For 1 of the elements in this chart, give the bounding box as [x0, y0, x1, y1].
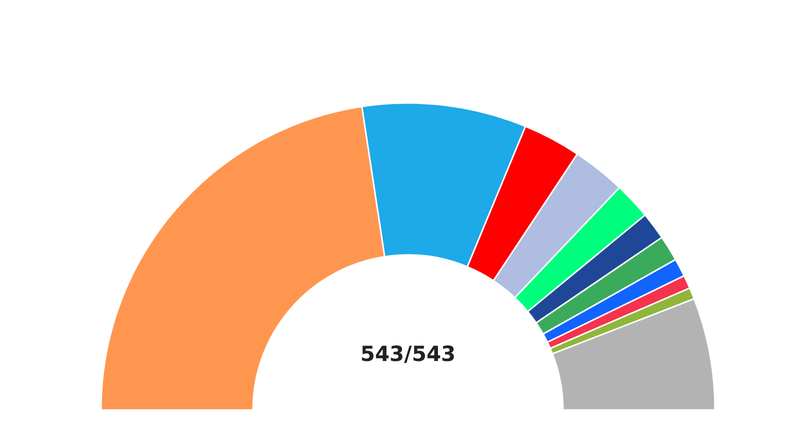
text: 543/543	[360, 342, 456, 366]
